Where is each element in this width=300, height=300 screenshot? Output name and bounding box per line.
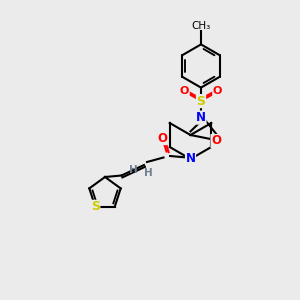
Text: H: H (128, 165, 137, 175)
Text: O: O (157, 131, 167, 145)
Text: N: N (185, 152, 196, 166)
Text: S: S (196, 94, 206, 108)
Text: O: O (211, 134, 221, 148)
Text: S: S (91, 200, 100, 213)
Text: N: N (196, 111, 206, 124)
Text: H: H (144, 168, 153, 178)
Text: O: O (213, 85, 222, 96)
Text: CH₃: CH₃ (191, 21, 211, 32)
Text: O: O (180, 85, 189, 96)
